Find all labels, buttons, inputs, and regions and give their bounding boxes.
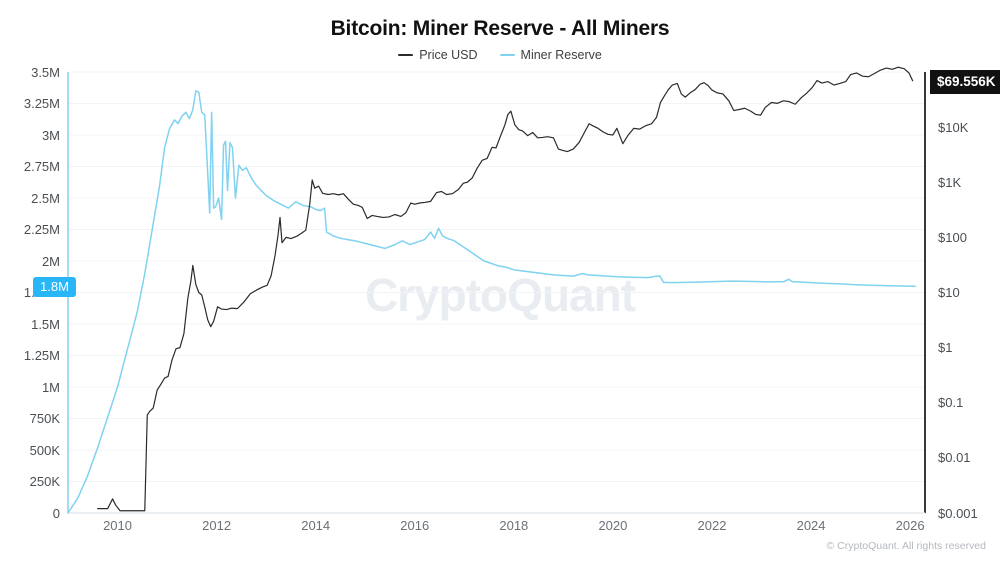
right-axis-current-value-badge: $69.556K: [930, 69, 1000, 95]
series-line-miner-reserve: [67, 90, 916, 514]
left-axis-tick-label: 1.25M: [23, 348, 60, 363]
series-line-price-usd: [97, 66, 914, 512]
right-axis-tick-label: $0.1: [938, 395, 964, 411]
right-axis-tick-label: $1: [938, 340, 953, 356]
legend-swatch-price-usd: [398, 54, 414, 56]
left-axis-tick-label: 250K: [29, 474, 60, 489]
right-axis-tick-label: $0.001: [938, 505, 978, 521]
left-axis-tick-label: 2.5M: [31, 190, 60, 206]
legend-item-miner-reserve[interactable]: Miner Reserve: [499, 48, 602, 62]
x-axis-tick-label: 2018: [499, 518, 529, 533]
x-axis-tick-label: 2026: [895, 518, 925, 533]
left-axis-tick-label: 2M: [41, 253, 60, 269]
legend-label-price-usd: Price USD: [419, 48, 478, 62]
x-axis-tick-label: 2014: [301, 518, 331, 533]
left-axis-tick-label: 750K: [29, 411, 60, 426]
left-axis-current-value-badge: 1.8M: [33, 277, 76, 298]
left-axis-tick-label: 2.75M: [23, 159, 60, 174]
right-axis-tick-label: $10K: [938, 119, 969, 135]
legend-label-miner-reserve: Miner Reserve: [520, 48, 602, 62]
page-title: Bitcoin: Miner Reserve - All Miners: [330, 17, 670, 40]
x-axis-tick-label: 2016: [400, 518, 430, 533]
chart-legend: Price USD Miner Reserve: [0, 48, 1000, 62]
x-axis-tick-label: 2012: [202, 518, 232, 533]
left-axis-tick-label: 500K: [29, 442, 60, 458]
legend-item-price-usd[interactable]: Price USD: [398, 48, 478, 62]
legend-swatch-miner-reserve: [499, 54, 515, 56]
left-axis-tick-label: 2.25M: [23, 222, 60, 237]
left-axis-tick-label: 1.5M: [31, 316, 60, 332]
x-axis-tick-label: 2020: [598, 518, 628, 533]
left-axis-tick-label: 1M: [41, 379, 60, 395]
left-axis-tick-label: 3.5M: [31, 64, 60, 80]
copyright-notice: © CryptoQuant. All rights reserved: [826, 540, 986, 552]
left-axis-tick-label: 0: [52, 505, 60, 521]
x-axis-tick-label: 2022: [697, 518, 727, 533]
right-axis-tick-label: $1K: [938, 174, 962, 190]
x-axis-tick-label: 2010: [103, 518, 132, 533]
gridlines: [68, 71, 925, 514]
right-axis-tick-label: $10: [938, 285, 960, 300]
left-axis-tick-label: 3.25M: [23, 96, 60, 111]
right-axis-tick-label: $100: [938, 229, 967, 245]
left-axis-tick-label: 3M: [41, 127, 60, 143]
right-axis-tick-label: $0.01: [938, 450, 971, 466]
x-axis-tick-label: 2024: [796, 518, 826, 533]
